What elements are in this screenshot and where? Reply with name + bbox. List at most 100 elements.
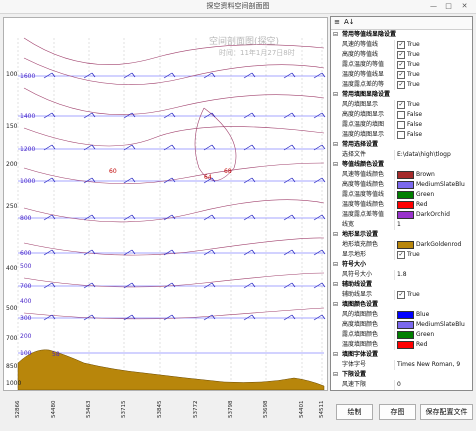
property-value[interactable]: ✓ True	[397, 80, 471, 90]
property-value[interactable]: Times New Roman, 9	[397, 360, 471, 370]
collapse-icon[interactable]: ⊟	[333, 31, 339, 38]
window-titlebar: 探空资料空间剖面图 — □ ✕	[0, 0, 476, 14]
collapse-icon[interactable]: ⊟	[333, 371, 339, 378]
property-row[interactable]: 温度下限 -100	[331, 390, 472, 391]
property-row[interactable]: 线宽 1	[331, 220, 472, 230]
collapse-icon[interactable]: ⊟	[333, 301, 339, 308]
collapse-icon[interactable]: ⊟	[333, 141, 339, 148]
property-value[interactable]: Red	[397, 200, 471, 210]
property-value[interactable]: DarkGoldenrod	[397, 240, 471, 250]
draw-button[interactable]: 绘制	[336, 404, 373, 420]
property-row[interactable]: 高度的等值线 ✓ True	[331, 50, 472, 60]
property-value[interactable]: ✓ True	[397, 40, 471, 50]
property-value-text: DarkGoldenrod	[416, 241, 462, 248]
property-value[interactable]: ✓ True	[397, 70, 471, 80]
property-row[interactable]: 温度露点差等值 DarkOrchid	[331, 210, 472, 220]
property-row[interactable]: 选择文件 E:\data\high\tlogp	[331, 150, 472, 160]
checkbox[interactable]	[397, 120, 405, 129]
collapse-icon[interactable]: ⊟	[333, 351, 339, 358]
property-value[interactable]: False	[397, 130, 471, 140]
property-row[interactable]: 露点温度的填图 False	[331, 120, 472, 130]
property-value[interactable]: Blue	[397, 310, 471, 320]
checkbox[interactable]: ✓	[397, 60, 405, 69]
property-value[interactable]: -100	[397, 390, 471, 391]
checkbox[interactable]: ✓	[397, 70, 405, 79]
property-row[interactable]: 温度填图颜色 Red	[331, 340, 472, 350]
property-value[interactable]: Green	[397, 190, 471, 200]
checkbox[interactable]: ✓	[397, 80, 405, 89]
minimize-icon[interactable]: —	[430, 2, 437, 10]
checkbox[interactable]: ✓	[397, 100, 405, 109]
property-row[interactable]: 露点填图颜色 Green	[331, 330, 472, 340]
property-value[interactable]: ✓ True	[397, 250, 471, 260]
property-section[interactable]: ⊟ 等值线颜色设置	[331, 160, 472, 170]
property-value[interactable]: Red	[397, 340, 471, 350]
property-row[interactable]: 风速等值线颜色 Brown	[331, 170, 472, 180]
wind-barb	[43, 249, 53, 256]
property-row[interactable]: 风速的等值线 ✓ True	[331, 40, 472, 50]
maximize-icon[interactable]: □	[445, 2, 452, 10]
property-row[interactable]: 字体字号 Times New Roman, 9	[331, 360, 472, 370]
close-icon[interactable]: ✕	[461, 2, 468, 10]
collapse-icon[interactable]: ⊟	[333, 161, 339, 168]
property-row[interactable]: 露点温度等值线 Green	[331, 190, 472, 200]
property-section[interactable]: ⊟ 常用等值线显隐设置	[331, 30, 472, 40]
x-tick-label: 52866	[15, 400, 21, 419]
alphabetical-icon[interactable]: A↓	[344, 18, 355, 26]
property-value[interactable]: Green	[397, 330, 471, 340]
property-row[interactable]: 地形填充颜色 DarkGoldenrod	[331, 240, 472, 250]
property-section[interactable]: ⊟ 常用填图显隐设置	[331, 90, 472, 100]
property-value[interactable]: 1.8	[397, 270, 471, 280]
property-value[interactable]: 1	[397, 220, 471, 230]
collapse-icon[interactable]: ⊟	[333, 261, 339, 268]
checkbox[interactable]: ✓	[397, 250, 405, 259]
collapse-icon[interactable]: ⊟	[333, 231, 339, 238]
property-value[interactable]: ✓ True	[397, 290, 471, 300]
property-row[interactable]: 温度的等值线显 ✓ True	[331, 70, 472, 80]
collapse-icon[interactable]: ⊟	[333, 91, 339, 98]
property-row[interactable]: 温度露点差的等 ✓ True	[331, 80, 472, 90]
property-section[interactable]: ⊟ 地形显示设置	[331, 230, 472, 240]
property-section[interactable]: ⊟ 符号大小	[331, 260, 472, 270]
property-value[interactable]: Brown	[397, 170, 471, 180]
collapse-icon[interactable]: ⊟	[333, 281, 339, 288]
property-row[interactable]: 风符号大小 1.8	[331, 270, 472, 280]
property-section[interactable]: ⊟ 填图颜色设置	[331, 300, 472, 310]
property-value[interactable]: E:\data\high\tlogp	[397, 150, 471, 160]
property-value[interactable]: DarkOrchid	[397, 210, 471, 220]
property-row[interactable]: 高度的填图显示 False	[331, 110, 472, 120]
property-grid[interactable]: ≡ A↓ ⊟ 常用等值线显隐设置 风速的等值线 ✓ True 高度的等值线 ✓ True 露点温…	[330, 16, 473, 391]
property-row[interactable]: 高度等值线颜色 MediumSlateBlu	[331, 180, 472, 190]
property-row[interactable]: 露点温度的等值 ✓ True	[331, 60, 472, 70]
property-value[interactable]: MediumSlateBlu	[397, 320, 471, 330]
property-value[interactable]: False	[397, 120, 471, 130]
property-row[interactable]: 显示地形 ✓ True	[331, 250, 472, 260]
property-section[interactable]: ⊟ 填图字体设置	[331, 350, 472, 360]
property-value[interactable]: 0	[397, 380, 471, 390]
checkbox[interactable]: ✓	[397, 50, 405, 59]
categorized-icon[interactable]: ≡	[334, 18, 340, 26]
property-row[interactable]: 风的填图显示 ✓ True	[331, 100, 472, 110]
checkbox[interactable]: ✓	[397, 40, 405, 49]
property-value[interactable]: ✓ True	[397, 100, 471, 110]
save-image-button[interactable]: 存图	[379, 404, 416, 420]
property-row[interactable]: 高度填图颜色 MediumSlateBlu	[331, 320, 472, 330]
property-value[interactable]: ✓ True	[397, 50, 471, 60]
property-section[interactable]: ⊟ 下限设置	[331, 370, 472, 380]
checkbox[interactable]: ✓	[397, 290, 405, 299]
property-row[interactable]: 辅助线显示 ✓ True	[331, 290, 472, 300]
property-section[interactable]: ⊟ 辅助线设置	[331, 280, 472, 290]
property-section[interactable]: ⊟ 常用选择设置	[331, 140, 472, 150]
checkbox[interactable]	[397, 110, 405, 119]
wind-barb-flag	[171, 177, 176, 183]
property-value[interactable]: ✓ True	[397, 60, 471, 70]
property-row[interactable]: 温度等值线颜色 Red	[331, 200, 472, 210]
save-config-button[interactable]: 保存配置文件	[420, 404, 473, 420]
property-value[interactable]: False	[397, 110, 471, 120]
checkbox[interactable]	[397, 130, 405, 139]
property-value[interactable]: MediumSlateBlu	[397, 180, 471, 190]
cross-section-plot[interactable]: 空间剖面图(探空) 时间：11年1月27日8时 100 150 200 250 400 5…	[3, 17, 328, 418]
property-row[interactable]: 温度的填图显示 False	[331, 130, 472, 140]
property-row[interactable]: 风的填图颜色 Blue	[331, 310, 472, 320]
property-row[interactable]: 风速下限 0	[331, 380, 472, 390]
